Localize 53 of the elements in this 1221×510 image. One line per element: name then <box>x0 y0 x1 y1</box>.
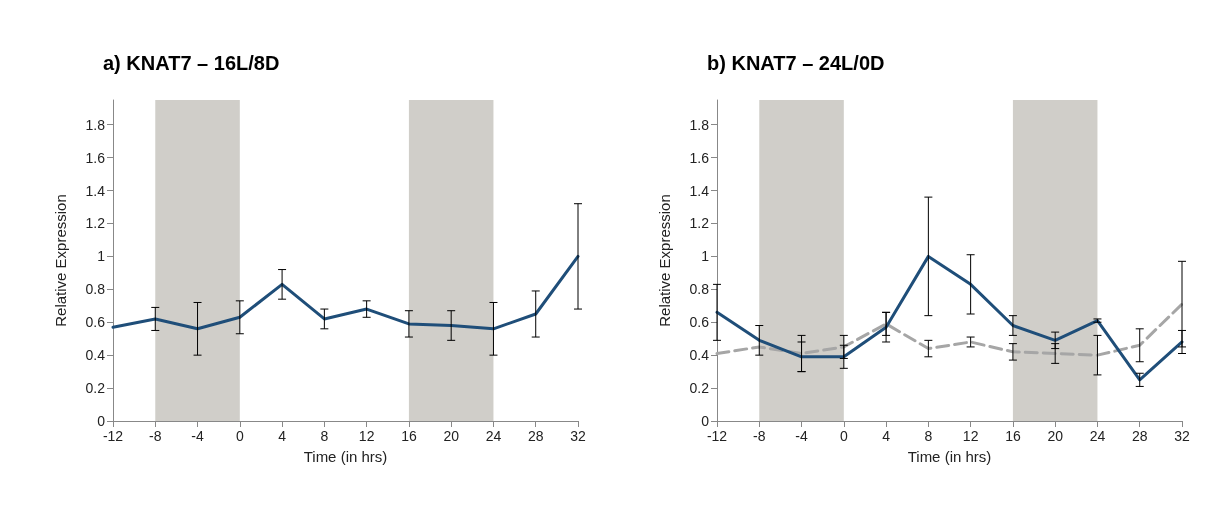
y-tick-label: 1.4 <box>85 182 106 199</box>
y-axis-title: Relative Expression <box>52 194 69 327</box>
x-tick-label: 0 <box>839 428 848 444</box>
x-tick-label: 8 <box>924 428 933 444</box>
line-series <box>111 254 580 331</box>
line-series <box>715 302 1184 357</box>
y-tick-label: 0.8 <box>85 281 106 298</box>
y-tick-label: 0.4 <box>85 347 106 364</box>
y-tick-label: 1.6 <box>85 149 106 166</box>
chart-title: a) KNAT7 – 16L/8D <box>103 52 280 74</box>
y-tick-label: 0.2 <box>689 380 710 397</box>
x-tick-label: 20 <box>1047 428 1064 444</box>
y-tick-label: 1.4 <box>689 182 710 199</box>
x-tick-label: 12 <box>962 428 979 444</box>
x-tick-label: 16 <box>1005 428 1021 444</box>
x-tick-label: -8 <box>753 428 766 444</box>
x-tick-label: 4 <box>278 428 287 444</box>
x-axis-title: Time (in hrs) <box>907 448 992 465</box>
chart-title: b) KNAT7 – 24L/0D <box>707 52 885 74</box>
y-tick-label: 0.8 <box>689 281 710 298</box>
x-tick-label: -4 <box>795 428 808 444</box>
x-tick-label: 28 <box>1131 428 1148 444</box>
y-tick-label: 1.8 <box>689 116 710 133</box>
x-tick-label: 12 <box>358 428 375 444</box>
x-tick-label: -12 <box>102 428 124 444</box>
y-tick-label: 1.8 <box>85 116 106 133</box>
y-tick-label: 1 <box>701 248 710 265</box>
x-tick-label: 8 <box>320 428 329 444</box>
x-tick-label: -12 <box>706 428 728 444</box>
x-axis-title: Time (in hrs) <box>303 448 388 465</box>
y-tick-label: 1.2 <box>85 215 106 232</box>
y-tick-label: 0 <box>701 413 710 429</box>
y-axis-title: Relative Expression <box>656 194 673 327</box>
x-tick-label: -4 <box>191 428 204 444</box>
y-tick-label: 1 <box>97 248 106 265</box>
line-series <box>715 254 1184 382</box>
x-tick-label: 4 <box>882 428 891 444</box>
x-tick-label: 24 <box>485 428 502 444</box>
x-tick-label: -8 <box>149 428 162 444</box>
y-tick-label: 0.2 <box>85 380 106 397</box>
x-tick-label: 32 <box>1174 428 1190 444</box>
x-tick-label: 24 <box>1089 428 1106 444</box>
y-tick-label: 0 <box>97 413 106 429</box>
x-tick-label: 32 <box>570 428 586 444</box>
x-tick-label: 0 <box>235 428 244 444</box>
x-tick-label: 28 <box>527 428 544 444</box>
x-tick-label: 20 <box>443 428 460 444</box>
y-tick-label: 0.6 <box>85 314 106 331</box>
x-tick-label: 16 <box>401 428 417 444</box>
y-tick-label: 0.4 <box>689 347 710 364</box>
y-tick-label: 0.6 <box>689 314 710 331</box>
y-tick-label: 1.2 <box>689 215 710 232</box>
y-tick-label: 1.6 <box>689 149 710 166</box>
